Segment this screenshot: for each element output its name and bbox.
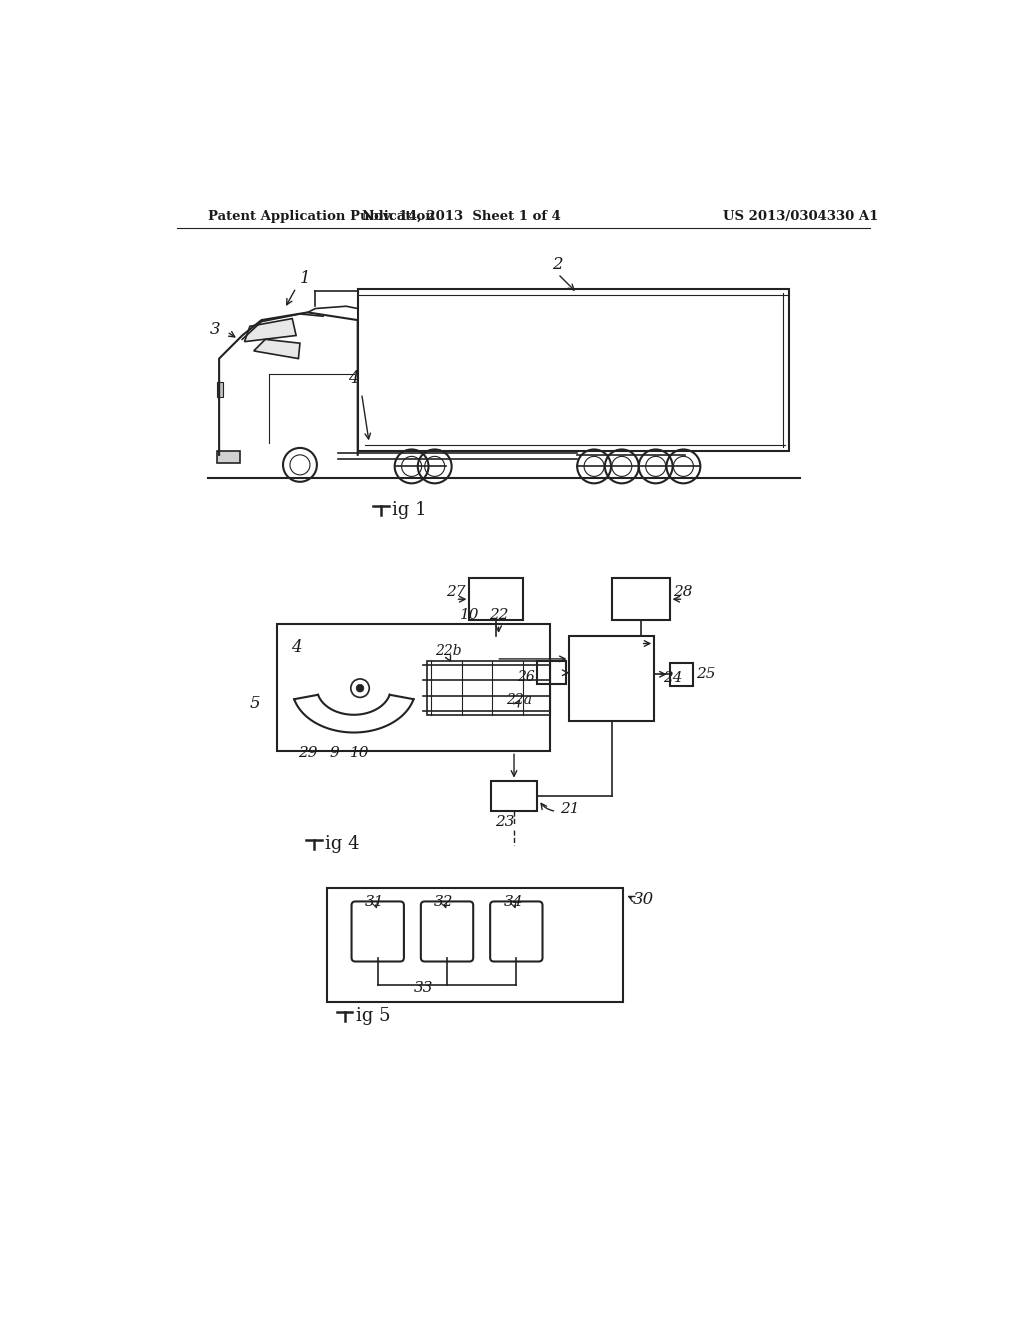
Text: ig 1: ig 1 [392,500,427,519]
Text: 22b: 22b [435,644,462,659]
Bar [569,636,654,721]
Text: 22: 22 [488,609,508,622]
Bar [490,780,538,812]
Text: ig 5: ig 5 [356,1007,391,1026]
Text: 5: 5 [249,694,260,711]
Text: 28: 28 [674,585,693,599]
Bar [427,661,550,715]
Text: US 2013/0304330 A1: US 2013/0304330 A1 [723,210,879,223]
Text: 9: 9 [330,747,339,760]
Bar [217,451,240,462]
Text: 32: 32 [434,895,454,909]
Text: 10: 10 [460,609,479,622]
Text: 27: 27 [446,585,466,599]
Text: 4: 4 [348,370,359,387]
Bar [327,888,624,1002]
Bar [670,663,692,686]
Text: 1: 1 [300,271,310,288]
Bar [217,381,223,397]
Text: 2: 2 [553,256,563,272]
Text: 34: 34 [504,895,523,909]
Bar [538,661,566,684]
Text: 31: 31 [365,895,384,909]
Text: 22a: 22a [506,693,532,706]
Text: 29: 29 [298,747,317,760]
Text: 10: 10 [350,747,370,760]
Circle shape [356,684,364,692]
Text: 25: 25 [696,668,716,681]
Text: ig 4: ig 4 [326,836,359,854]
Text: 4: 4 [291,639,301,656]
Bar [469,578,523,620]
Text: 23: 23 [495,816,514,829]
Text: 24: 24 [664,671,683,685]
Text: 21: 21 [560,803,580,816]
Text: Patent Application Publication: Patent Application Publication [208,210,434,223]
Text: Nov. 14, 2013  Sheet 1 of 4: Nov. 14, 2013 Sheet 1 of 4 [362,210,561,223]
Bar [276,624,550,751]
Polygon shape [254,339,300,359]
Text: 30: 30 [633,891,654,908]
Bar [357,289,788,451]
Text: 26: 26 [517,669,535,684]
Polygon shape [245,318,296,342]
Bar [611,578,670,620]
Text: 33: 33 [414,981,433,995]
Text: 3: 3 [210,321,220,338]
